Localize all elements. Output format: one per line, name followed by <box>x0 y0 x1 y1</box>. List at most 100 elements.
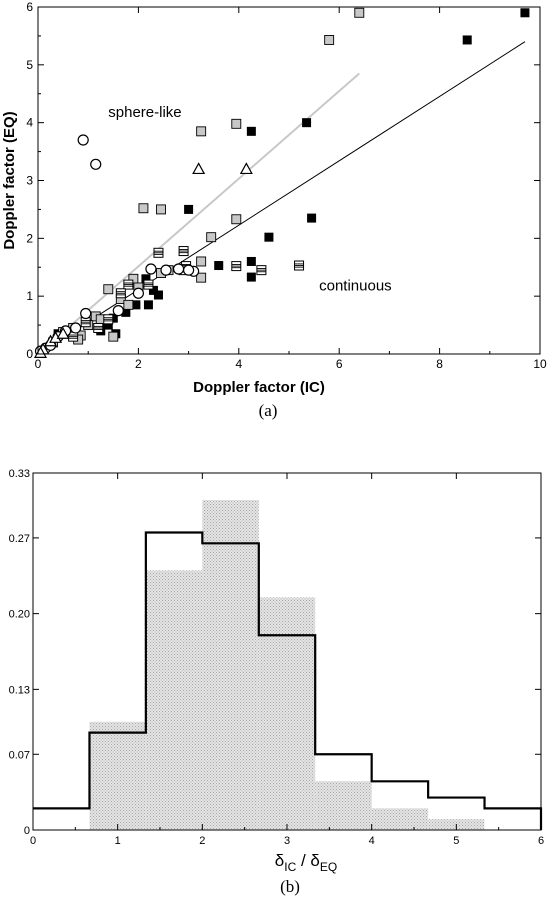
panel-b-plot-area <box>32 472 542 831</box>
point-open-circle <box>80 307 92 320</box>
point-striped-square <box>103 314 114 325</box>
point-striped-square <box>178 246 189 257</box>
point-striped-square <box>231 261 242 272</box>
point-gray-square <box>156 204 166 215</box>
point-filled-square <box>307 213 317 223</box>
point-filled-square <box>462 35 472 45</box>
y-tick-label: 3 <box>26 174 33 188</box>
gray-bar <box>89 721 146 830</box>
y-tick-label: 0.07 <box>9 749 30 761</box>
point-filled-square <box>184 204 194 214</box>
point-open-circle <box>70 322 82 334</box>
y-tick-label: 0.13 <box>9 684 30 696</box>
x-tick-label: 1 <box>115 835 121 847</box>
y-tick-label: 0.27 <box>9 533 30 545</box>
point-filled-square <box>246 256 256 266</box>
point-gray-square <box>196 126 207 137</box>
gray-bar <box>258 597 316 830</box>
y-tick-label: 0 <box>26 347 33 361</box>
point-filled-square <box>520 8 530 18</box>
y-tick-label: 6 <box>26 0 33 14</box>
point-gray-square <box>354 7 365 18</box>
point-striped-square <box>294 260 305 271</box>
x-tick-label: 2 <box>199 835 205 847</box>
point-filled-square <box>131 300 141 310</box>
panel-a-x-axis-label: Doppler factor (IC) <box>193 379 325 396</box>
point-gray-square <box>206 232 217 243</box>
point-open-circle <box>172 263 185 275</box>
point-filled-square <box>141 274 151 284</box>
x-tick-label: 0 <box>35 357 42 371</box>
point-gray-square <box>128 273 139 284</box>
fit-line-black <box>37 41 526 355</box>
point-filled-square <box>302 118 312 128</box>
point-open-circle <box>90 158 102 170</box>
point-gray-square <box>231 118 242 129</box>
point-filled-square <box>121 307 131 317</box>
point-filled-square <box>264 232 274 242</box>
point-open-circle <box>160 264 172 276</box>
annotation-continuous: continuous <box>319 277 392 294</box>
point-gray-square <box>196 272 207 283</box>
point-gray-square <box>231 214 242 225</box>
y-tick-label: 5 <box>26 58 33 72</box>
annotation-sphere-like: sphere-like <box>108 104 181 121</box>
panel-b-ticks: 0 1 2 3 4 5 6 0 0.07 0.13 0.20 0.27 0.33 <box>9 468 544 847</box>
point-filled-square <box>103 320 113 330</box>
panel-a-points <box>33 7 530 358</box>
xlabel-sub-ic: IC <box>284 860 296 874</box>
panel-b-step-outline <box>33 531 543 830</box>
point-open-circle <box>77 134 89 146</box>
point-striped-square <box>153 247 164 258</box>
xlabel-delta: δ <box>275 851 284 870</box>
panel-a-fit-lines <box>37 41 526 355</box>
point-filled-square <box>214 261 224 271</box>
x-tick-label: 2 <box>135 357 142 371</box>
point-open-circle <box>132 287 144 299</box>
x-tick-label: 5 <box>453 835 459 847</box>
point-gray-square <box>138 203 149 214</box>
point-striped-square <box>115 288 126 299</box>
point-gray-square <box>103 284 114 295</box>
panel-a-y-axis-label: Doppler factor (EQ) <box>1 111 18 249</box>
panel-a-label: (a) <box>259 401 278 420</box>
panel-b-x-axis-label: δIC / δEQ <box>275 851 337 874</box>
point-open-triangle <box>239 162 253 175</box>
point-gray-square <box>196 256 207 267</box>
panel-a-plot-area <box>37 6 541 355</box>
x-tick-label: 8 <box>436 357 443 371</box>
y-tick-label: 2 <box>26 231 33 245</box>
x-tick-label: 4 <box>369 835 375 847</box>
xlabel-sub-eq: EQ <box>320 860 337 874</box>
panel-a: 0 2 4 6 8 10 0 1 2 3 4 5 6 sphere-like continuous Do… <box>1 0 547 420</box>
point-open-circle <box>145 263 157 275</box>
point-open-circle <box>183 264 195 276</box>
gray-bar <box>145 570 203 830</box>
x-tick-label: 6 <box>336 357 343 371</box>
point-striped-square <box>256 265 267 276</box>
point-filled-square <box>246 272 256 282</box>
panel-b-gray-bars <box>89 500 485 830</box>
x-tick-label: 4 <box>235 357 242 371</box>
point-filled-square <box>143 300 153 310</box>
y-tick-label: 0.33 <box>9 468 30 480</box>
point-gray-square <box>108 331 119 342</box>
point-open-triangle <box>56 327 70 339</box>
point-filled-square <box>153 290 163 300</box>
point-striped-square <box>143 279 154 290</box>
point-filled-square <box>246 126 256 136</box>
panel-b: 0 1 2 3 4 5 6 0 0.07 0.13 0.20 0.27 0.33 δIC / δEQ (… <box>9 468 544 896</box>
x-tick-label: 3 <box>284 835 290 847</box>
point-open-circle <box>112 305 124 317</box>
y-tick-label: 4 <box>26 116 33 130</box>
point-filled-square <box>108 313 118 323</box>
gray-bar <box>202 500 259 830</box>
y-tick-label: 0.20 <box>9 609 30 621</box>
y-tick-label: 0 <box>24 825 30 837</box>
x-tick-label: 10 <box>533 357 547 371</box>
point-filled-square <box>148 285 158 295</box>
point-gray-square <box>324 35 335 45</box>
panel-b-label: (b) <box>280 877 300 896</box>
point-striped-square <box>123 279 134 290</box>
